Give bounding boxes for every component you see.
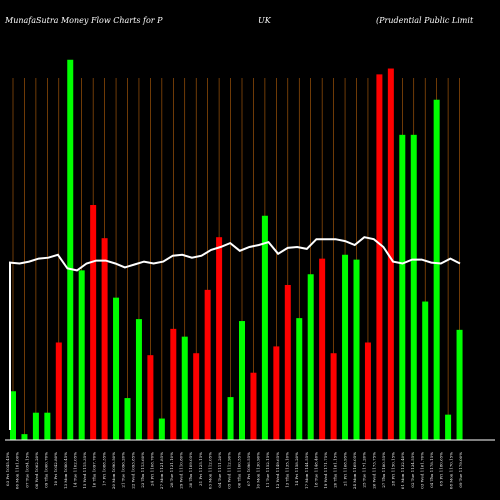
tick-label: 29 Wed 1110.80% — [179, 452, 184, 489]
tick-label: 20 Thu 1161.15% — [333, 452, 338, 488]
bar — [113, 297, 120, 440]
bar — [67, 59, 74, 440]
tick-label: 11 Tue 1152.15% — [265, 452, 270, 488]
bar — [204, 289, 211, 440]
tick-label: 23 Thu 1113.60% — [140, 452, 145, 488]
tick-label: 08 Wed 1062.20% — [34, 452, 39, 489]
tick-label: 06 Thu 1100.55% — [236, 452, 241, 488]
tick-label: 14 Tue 1102.05% — [73, 452, 78, 488]
bar — [181, 336, 188, 440]
bar — [44, 412, 51, 440]
tick-label: 20 Mon 1090.50% — [111, 452, 116, 489]
bar — [78, 270, 85, 440]
tick-label: 25 Tue 1171.20% — [362, 452, 367, 488]
tick-label: 04 Tue 1111.20% — [217, 452, 222, 488]
bar — [273, 346, 280, 440]
tick-label: 24 Mon 1169.05% — [352, 452, 357, 489]
tick-label: 06 Mon 1101.00% — [15, 452, 20, 489]
title-mid: UK — [258, 16, 272, 25]
bar — [170, 328, 177, 440]
bar — [456, 329, 463, 440]
tick-label: 09 Thu 1060.70% — [44, 452, 49, 488]
tick-label: 03 Fri 1045.45% — [5, 452, 10, 486]
tick-label: 17 Fri 1088.35% — [101, 452, 106, 486]
bar — [135, 319, 142, 440]
bar — [10, 391, 16, 440]
bar — [422, 301, 429, 440]
tick-label: 30 Thu 1109.05% — [188, 452, 193, 488]
bar — [376, 74, 383, 440]
tick-label: 13 Thu 1135.10% — [285, 452, 290, 488]
tick-label: 03 Mon 1112.05% — [207, 452, 212, 489]
bar — [387, 68, 394, 441]
tick-label: 12 Wed 1149.65% — [275, 452, 280, 489]
bar — [193, 353, 200, 440]
bar — [330, 353, 337, 440]
tick-label: 03 Wed 1161.70% — [419, 452, 424, 489]
bar — [445, 414, 452, 440]
tick-label: 10 Fri 1042.80% — [53, 452, 58, 486]
tick-label: 10 Mon 1130.90% — [256, 452, 261, 489]
bar — [353, 259, 360, 440]
bar — [101, 238, 108, 440]
title-left: MunafaSutra Money Flow Charts for P — [4, 16, 163, 25]
tick-label: 24 Fri 1108.70% — [150, 452, 155, 486]
bar — [342, 254, 349, 440]
bar — [250, 372, 257, 440]
bar — [364, 342, 371, 440]
tick-label: 27 Mon 1121.85% — [159, 452, 164, 489]
bar — [239, 321, 245, 440]
bar — [147, 355, 154, 440]
bar — [227, 397, 234, 440]
title-right: (Prudential Public Limit — [376, 16, 474, 25]
bar — [296, 318, 303, 440]
bar — [261, 215, 268, 440]
bar — [21, 434, 28, 440]
bar — [32, 412, 39, 440]
bar — [319, 258, 326, 440]
tick-label: 08 Mon 1170.15% — [448, 452, 453, 489]
tick-label: 01 Mon 1132.40% — [400, 452, 405, 489]
tick-label: 15 Wed 1115.35% — [82, 452, 87, 489]
tick-label: 18 Tue 1148.40% — [313, 452, 318, 488]
tick-label: 16 Thu 1097.70% — [92, 452, 97, 488]
tick-label: 21 Tue 1096.20% — [121, 452, 126, 488]
bar — [399, 134, 406, 440]
tick-label: 14 Fri 1158.20% — [294, 452, 299, 486]
tick-label: 09 Tue 1179.00% — [458, 452, 463, 488]
tick-label: 28 Tue 1131.10% — [169, 452, 174, 488]
tick-label: 22 Wed 1093.85% — [130, 452, 135, 489]
tick-label: 02 Tue 1134.55% — [410, 452, 415, 488]
tick-label: 05 Fri 1180.65% — [439, 452, 444, 486]
tick-label: 19 Wed 1171.75% — [323, 452, 328, 489]
x-axis-tick-labels: 03 Fri 1045.45% 06 Mon 1101.00% 07 Tue 105… — [5, 452, 463, 489]
bar — [433, 99, 440, 440]
bar — [158, 418, 165, 440]
tick-label: 07 Tue 1054.15% — [24, 452, 29, 488]
bar-series — [10, 59, 463, 441]
bar — [410, 134, 417, 440]
bar — [284, 284, 291, 440]
bar — [55, 342, 62, 440]
tick-label: 13 Mon 1080.45% — [63, 452, 68, 489]
tick-label: 21 Fri 1168.95% — [342, 452, 347, 486]
tick-label: 31 Fri 1125.15% — [198, 452, 203, 486]
tick-label: 28 Fri 1150.15% — [391, 452, 396, 486]
bar — [216, 237, 223, 440]
tick-label: 17 Mon 1144.55% — [304, 452, 309, 489]
price-line — [9, 236, 461, 430]
bar — [307, 274, 314, 440]
tick-label: 05 Wed 1112.90% — [227, 452, 232, 489]
tick-label: 07 Fri 1096.55% — [246, 452, 251, 486]
tick-label: 26 Wed 1173.75% — [371, 452, 376, 489]
tick-label: 04 Thu 1178.15% — [429, 452, 434, 488]
tick-label: 27 Thu 1180.55% — [381, 452, 386, 488]
bar — [124, 398, 131, 440]
bar — [90, 205, 97, 440]
